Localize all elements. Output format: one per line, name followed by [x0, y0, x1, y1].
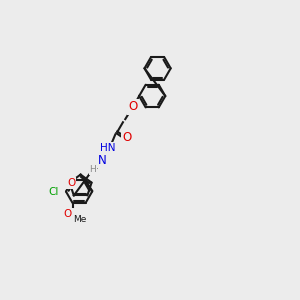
Text: N: N	[98, 154, 106, 167]
Text: O: O	[128, 100, 138, 113]
Text: HN: HN	[100, 143, 115, 153]
Text: Me: Me	[73, 215, 87, 224]
Text: O: O	[122, 131, 131, 144]
Text: H: H	[89, 165, 96, 174]
Text: O: O	[67, 178, 75, 188]
Text: Cl: Cl	[48, 187, 58, 196]
Text: O: O	[64, 209, 72, 219]
